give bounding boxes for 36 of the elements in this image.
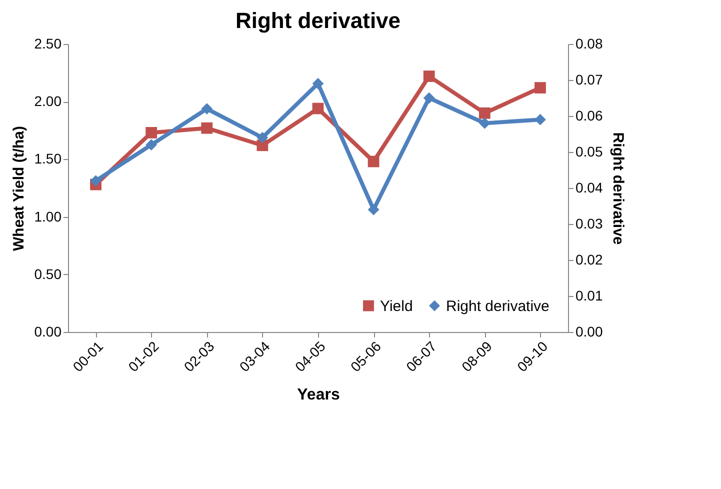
- y2-tick-label: 0.02: [576, 252, 603, 268]
- y2-tick-label: 0.00: [576, 324, 603, 340]
- chart-title: Right derivative: [235, 8, 401, 33]
- y-axis-title: Wheat Yield (t/ha): [10, 126, 28, 252]
- point: [312, 78, 324, 90]
- y2-tick-label: 0.08: [576, 36, 603, 52]
- y2-tick-label: 0.01: [576, 288, 603, 304]
- y2-tick-label: 0.05: [576, 144, 603, 160]
- point: [534, 114, 546, 126]
- point: [146, 139, 158, 150]
- point: [201, 122, 213, 134]
- y-tick-label: 0.50: [34, 266, 62, 282]
- y-tick-label: 1.00: [34, 208, 62, 224]
- point: [201, 103, 213, 114]
- point: [312, 102, 324, 114]
- point: [368, 156, 380, 168]
- point: [368, 204, 380, 216]
- y-tick-label: 1.50: [34, 150, 62, 167]
- y-tick-label: 0.00: [34, 324, 62, 340]
- point: [423, 70, 435, 82]
- y2-tick-label: 0.04: [576, 180, 603, 196]
- x-axis-title: Years: [297, 386, 340, 404]
- y2-tick-label: 0.06: [576, 108, 603, 124]
- y2-axis-title: Right derivative: [610, 132, 627, 245]
- point: [146, 127, 158, 138]
- point: [90, 175, 102, 186]
- y2-tick-label: 0.03: [576, 216, 603, 232]
- legend-label: Yield: [380, 298, 413, 315]
- point: [256, 132, 268, 144]
- point: [423, 92, 435, 104]
- y-tick-label: 2.50: [34, 36, 62, 52]
- legend-label: Right derivative: [446, 298, 550, 315]
- point: [478, 107, 490, 119]
- y-tick-label: 2.00: [34, 93, 62, 110]
- point: [534, 82, 546, 94]
- y2-tick-label: 0.07: [576, 72, 603, 88]
